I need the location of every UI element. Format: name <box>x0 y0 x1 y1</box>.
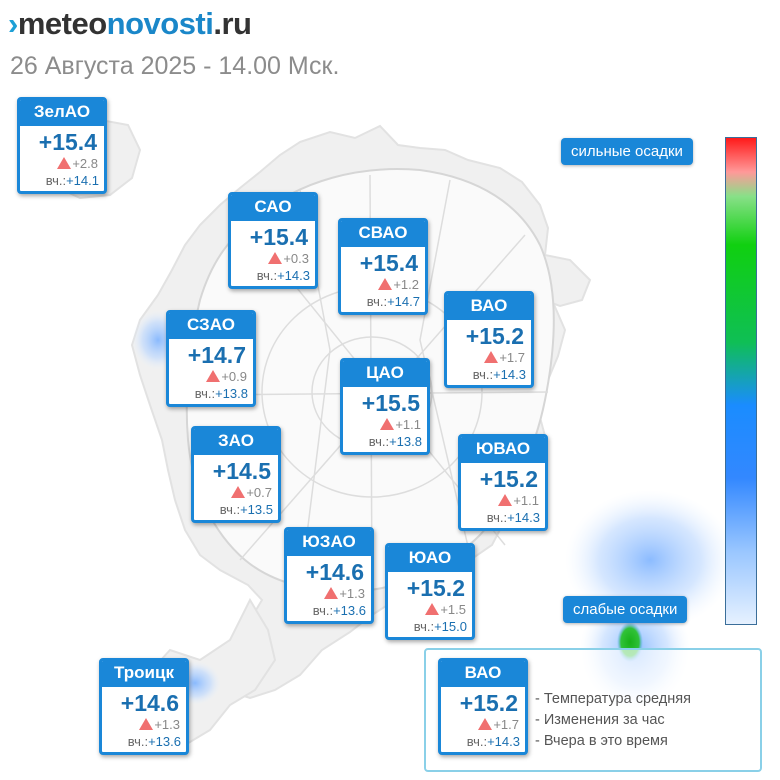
district-name: ЗелАО <box>20 100 104 126</box>
district-name: Троицк <box>102 661 186 687</box>
logo-mark-icon: › <box>8 6 18 41</box>
yesterday-temperature: вч.:+13.6 <box>127 734 181 749</box>
temperature: +15.2 <box>465 323 524 349</box>
rise-arrow-icon <box>484 351 499 363</box>
legend-descriptions: - Температура средняя - Изменения за час… <box>535 689 691 752</box>
district-card-sao[interactable]: САО +15.4 +0.3 вч.:+14.3 <box>228 192 318 289</box>
legend-line-hourly-change: - Изменения за час <box>535 712 665 728</box>
hourly-change: +1.5 <box>388 601 472 618</box>
district-name: ЮВАО <box>461 437 545 463</box>
yesterday-temperature: вч.:+15.0 <box>413 619 467 634</box>
rise-arrow-icon <box>139 718 154 730</box>
district-name: ЮАО <box>388 546 472 572</box>
hourly-change: +1.7 <box>447 349 531 366</box>
hourly-change: +1.3 <box>102 716 186 733</box>
district-card-cao[interactable]: ЦАО +15.5 +1.1 вч.:+13.8 <box>340 358 430 455</box>
district-card-yuvao[interactable]: ЮВАО +15.2 +1.1 вч.:+14.3 <box>458 434 548 531</box>
rise-arrow-icon <box>425 603 440 615</box>
yesterday-temperature: вч.:+13.6 <box>312 603 366 618</box>
yesterday-temperature: вч.:+13.8 <box>368 434 422 449</box>
rise-arrow-icon <box>498 494 513 506</box>
temperature: +14.5 <box>212 458 271 484</box>
temperature: +15.4 <box>359 250 418 276</box>
precipitation-light-label: слабые осадки <box>563 596 688 623</box>
rise-arrow-icon <box>478 718 493 730</box>
precipitation-heavy-label: сильные осадки <box>561 138 693 165</box>
yesterday-temperature: вч.:+13.8 <box>194 386 248 401</box>
rise-arrow-icon <box>268 252 283 264</box>
legend-line-average-temp: - Температура средняя <box>535 691 691 707</box>
legend-example-card: ВАО +15.2 +1.7 вч.:+14.3 <box>438 658 528 755</box>
hourly-change: +1.1 <box>343 416 427 433</box>
yesterday-temperature: вч.:+14.1 <box>45 173 99 188</box>
district-name: ВАО <box>447 294 531 320</box>
district-name: ВАО <box>441 661 525 687</box>
temperature: +15.2 <box>406 575 465 601</box>
district-card-yuao[interactable]: ЮАО +15.2 +1.5 вч.:+15.0 <box>385 543 475 640</box>
temperature: +14.6 <box>120 690 179 716</box>
district-card-zelao[interactable]: ЗелАО +15.4 +2.8 вч.:+14.1 <box>17 97 107 194</box>
district-card-zao[interactable]: ЗАО +14.5 +0.7 вч.:+13.5 <box>191 426 281 523</box>
hourly-change: +1.7 <box>441 716 525 733</box>
legend-line-yesterday: - Вчера в это время <box>535 733 668 749</box>
hourly-change: +1.1 <box>461 492 545 509</box>
rise-arrow-icon <box>231 486 246 498</box>
district-card-svao[interactable]: СВАО +15.4 +1.2 вч.:+14.7 <box>338 218 428 315</box>
district-name: ЗАО <box>194 429 278 455</box>
temperature: +15.4 <box>249 224 308 250</box>
hourly-change: +0.9 <box>169 368 253 385</box>
hourly-change: +1.2 <box>341 276 425 293</box>
district-card-vao[interactable]: ВАО +15.2 +1.7 вч.:+14.3 <box>444 291 534 388</box>
rise-arrow-icon <box>324 587 339 599</box>
temperature: +14.6 <box>305 559 364 585</box>
yesterday-temperature: вч.:+14.3 <box>486 510 540 525</box>
hourly-change: +0.7 <box>194 484 278 501</box>
rise-arrow-icon <box>380 418 395 430</box>
yesterday-temperature: вч.:+14.3 <box>472 367 526 382</box>
yesterday-temperature: вч.:+14.3 <box>256 268 310 283</box>
rise-arrow-icon <box>378 278 393 290</box>
precipitation-scale-bar <box>725 137 757 625</box>
yesterday-temperature: вч.:+14.3 <box>466 734 520 749</box>
temperature: +15.2 <box>479 466 538 492</box>
district-card-troitsk[interactable]: Троицк +14.6 +1.3 вч.:+13.6 <box>99 658 189 755</box>
yesterday-temperature: вч.:+13.5 <box>219 502 273 517</box>
hourly-change: +1.3 <box>287 585 371 602</box>
district-name: САО <box>231 195 315 221</box>
rise-arrow-icon <box>57 157 72 169</box>
district-name: СВАО <box>341 221 425 247</box>
temperature: +15.4 <box>38 129 97 155</box>
district-name: СЗАО <box>169 313 253 339</box>
temperature: +14.7 <box>187 342 246 368</box>
rise-arrow-icon <box>206 370 221 382</box>
temperature: +15.2 <box>459 690 518 716</box>
district-card-szao[interactable]: СЗАО +14.7 +0.9 вч.:+13.8 <box>166 310 256 407</box>
district-name: ЮЗАО <box>287 530 371 556</box>
hourly-change: +0.3 <box>231 250 315 267</box>
temperature: +15.5 <box>361 390 420 416</box>
district-card-yuzao[interactable]: ЮЗАО +14.6 +1.3 вч.:+13.6 <box>284 527 374 624</box>
yesterday-temperature: вч.:+14.7 <box>366 294 420 309</box>
district-name: ЦАО <box>343 361 427 387</box>
page-title: 26 Августа 2025 - 14.00 Мск. <box>10 52 340 80</box>
logo: ›meteonovosti.ru <box>8 6 252 41</box>
hourly-change: +2.8 <box>20 155 104 172</box>
